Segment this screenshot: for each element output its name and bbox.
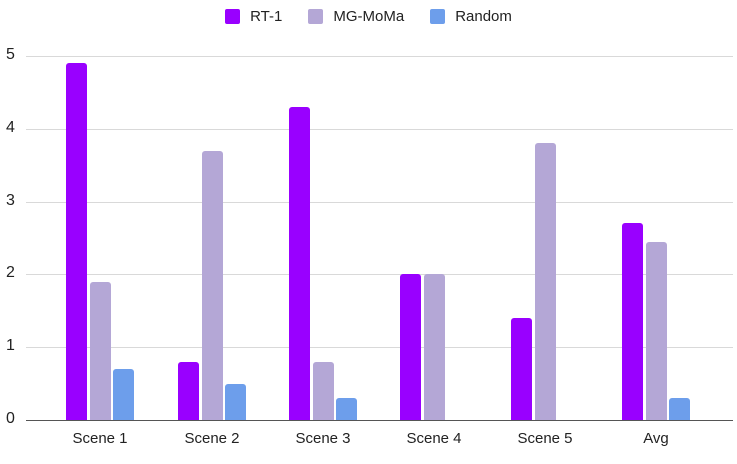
chart-legend: RT-1 MG-MoMa Random — [0, 8, 737, 25]
bar-random-scene-2 — [225, 383, 246, 420]
gridline — [26, 274, 733, 276]
legend-swatch-rt1 — [225, 9, 241, 24]
x-tick-label: Scene 1 — [72, 430, 128, 447]
gridline — [26, 347, 733, 349]
y-tick-label: 2 — [6, 264, 15, 282]
gridline — [26, 201, 733, 203]
bar-mg-moma-avg — [645, 242, 667, 420]
bar-rt-1-scene-1 — [66, 63, 87, 420]
y-tick-label: 5 — [6, 46, 15, 63]
bar-rt-1-scene-4 — [400, 274, 421, 420]
legend-item-random: Random — [430, 8, 512, 25]
bar-mg-moma-scene-5 — [534, 143, 556, 420]
x-tick-label: Scene 2 — [184, 430, 240, 447]
bar-mg-moma-scene-2 — [201, 150, 223, 420]
x-tick-label: Scene 4 — [406, 430, 462, 447]
y-tick-label: 0 — [6, 410, 15, 427]
bar-random-scene-3 — [336, 398, 357, 420]
legend-label-random: Random — [455, 8, 512, 25]
bar-rt-1-avg — [622, 223, 643, 420]
legend-swatch-random — [430, 9, 446, 24]
x-tick-label: Avg — [643, 430, 669, 447]
bar-random-scene-1 — [113, 369, 134, 420]
bar-mg-moma-scene-4 — [423, 274, 445, 420]
gridline — [26, 56, 733, 57]
gridline — [26, 128, 733, 130]
bar-rt-1-scene-2 — [178, 361, 199, 420]
x-tick-label: Scene 3 — [295, 430, 351, 447]
bar-mg-moma-scene-1 — [89, 281, 111, 420]
legend-item-rt1: RT-1 — [225, 8, 282, 25]
y-tick-label: 3 — [6, 191, 15, 209]
bar-random-avg — [669, 398, 690, 420]
y-tick-label: 1 — [6, 337, 15, 355]
legend-item-mg-moma: MG-MoMa — [308, 8, 404, 25]
bar-rt-1-scene-5 — [511, 318, 532, 420]
bar-mg-moma-scene-3 — [312, 361, 334, 420]
x-axis-line — [26, 420, 733, 421]
legend-swatch-mg-moma — [308, 9, 324, 24]
bar-rt-1-scene-3 — [289, 106, 310, 420]
legend-label-mg-moma: MG-MoMa — [333, 8, 405, 25]
y-tick-label: 4 — [6, 118, 15, 136]
legend-label-rt1: RT-1 — [250, 8, 283, 25]
x-tick-label: Scene 5 — [517, 430, 573, 447]
